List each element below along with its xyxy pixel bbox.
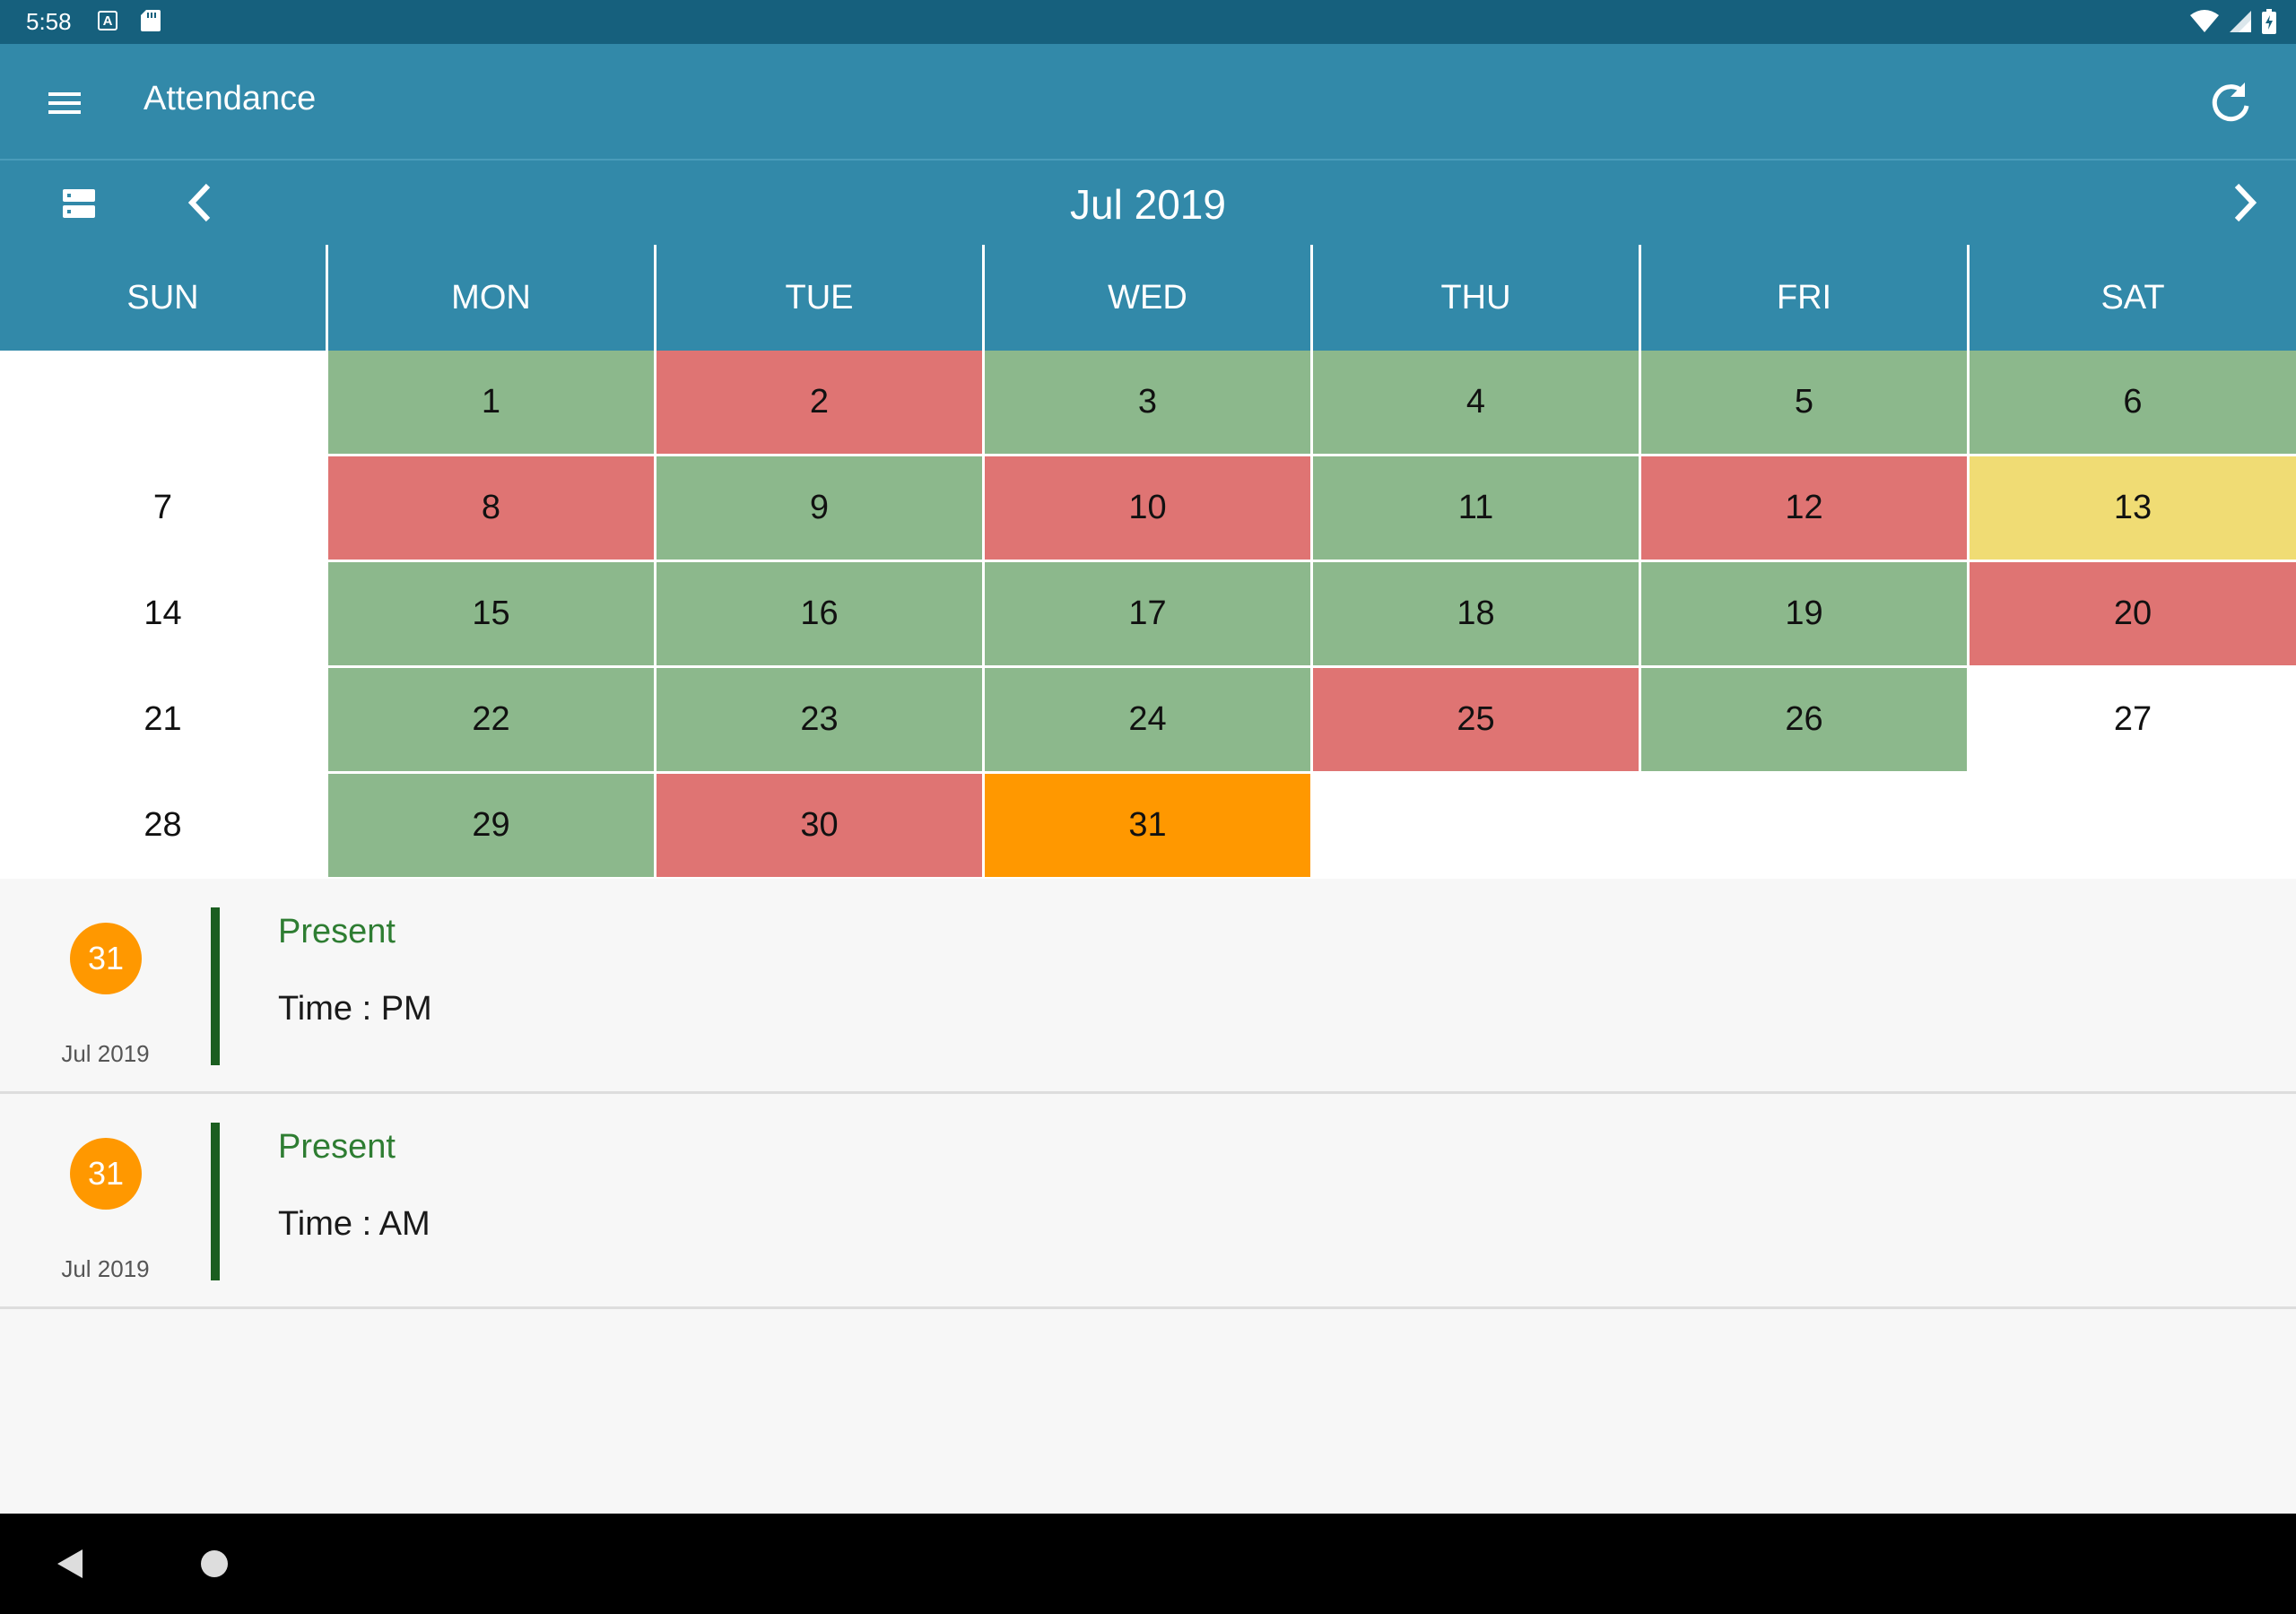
wifi-icon [2190, 10, 2219, 32]
weekday-thu: THU [1313, 245, 1639, 351]
calendar-day-29[interactable]: 29 [328, 774, 654, 877]
calendar-day-22[interactable]: 22 [328, 668, 654, 771]
home-icon[interactable] [201, 1550, 228, 1577]
calendar-day-7[interactable]: 7 [0, 456, 326, 560]
calendar-day-2[interactable]: 2 [657, 351, 982, 454]
status-bar: 5:58 A [0, 0, 2296, 44]
signal-icon [2230, 11, 2251, 32]
calendar-day-1[interactable]: 1 [328, 351, 654, 454]
date-badge: 31 [70, 923, 142, 994]
calendar-day-12[interactable]: 12 [1641, 456, 1967, 560]
sd-card-icon [141, 10, 161, 31]
calendar-day-21[interactable]: 21 [0, 668, 326, 771]
record-time: Time : PM [278, 990, 432, 1028]
calendar-grid: 1 2 3 4 5 6 7 8 9 10 11 12 13 14 15 16 17 18 19 20 21 22 23 24 2… [0, 351, 2296, 879]
attendance-record[interactable]: 31 Jul 2019 Present Time : AM [0, 1094, 2296, 1309]
calendar-day-8[interactable]: 8 [328, 456, 654, 560]
record-status: Present [278, 1128, 396, 1166]
month-navigation: Jul 2019 [0, 159, 2296, 245]
refresh-icon[interactable] [2205, 77, 2256, 127]
weekday-tue: TUE [657, 245, 982, 351]
calendar-day-20[interactable]: 20 [1970, 562, 2296, 665]
calendar-empty-cell [0, 351, 326, 454]
app-bar: Attendance [0, 44, 2296, 159]
weekday-header: SUN MON TUE WED THU FRI SAT [0, 245, 2296, 351]
accessibility-a-icon: A [98, 11, 117, 30]
record-month: Jul 2019 [61, 1040, 150, 1067]
back-icon[interactable] [54, 1548, 86, 1580]
previous-month-icon[interactable] [179, 180, 222, 225]
status-indicators [2190, 9, 2276, 34]
calendar-day-15[interactable]: 15 [328, 562, 654, 665]
date-badge: 31 [70, 1138, 142, 1210]
calendar-day-4[interactable]: 4 [1313, 351, 1639, 454]
calendar-day-31[interactable]: 31 [985, 774, 1310, 877]
calendar-day-6[interactable]: 6 [1970, 351, 2296, 454]
attendance-record[interactable]: 31 Jul 2019 Present Time : PM [0, 879, 2296, 1094]
calendar-day-30[interactable]: 30 [657, 774, 982, 877]
month-title: Jul 2019 [1070, 181, 1226, 228]
calendar-day-25[interactable]: 25 [1313, 668, 1639, 771]
calendar-day-26[interactable]: 26 [1641, 668, 1967, 771]
calendar-empty-cell [1313, 774, 1639, 877]
calendar-day-5[interactable]: 5 [1641, 351, 1967, 454]
calendar-day-11[interactable]: 11 [1313, 456, 1639, 560]
calendar-empty-cell [1641, 774, 1967, 877]
view-toggle-icon[interactable] [61, 186, 97, 221]
system-navigation-bar [0, 1514, 2296, 1614]
record-status: Present [278, 913, 396, 950]
calendar-day-9[interactable]: 9 [657, 456, 982, 560]
calendar-day-14[interactable]: 14 [0, 562, 326, 665]
calendar-day-13[interactable]: 13 [1970, 456, 2296, 560]
calendar-day-16[interactable]: 16 [657, 562, 982, 665]
attendance-list: 31 Jul 2019 Present Time : PM 31 Jul 201… [0, 879, 2296, 1514]
record-time: Time : AM [278, 1205, 430, 1243]
status-indicator-bar [211, 1123, 220, 1280]
record-month: Jul 2019 [61, 1255, 150, 1282]
calendar-day-27[interactable]: 27 [1970, 668, 2296, 771]
calendar-day-3[interactable]: 3 [985, 351, 1310, 454]
weekday-mon: MON [328, 245, 654, 351]
calendar-empty-cell [1970, 774, 2296, 877]
status-time: 5:58 [26, 8, 72, 35]
calendar-day-28[interactable]: 28 [0, 774, 326, 877]
menu-icon[interactable] [45, 85, 84, 121]
calendar-day-19[interactable]: 19 [1641, 562, 1967, 665]
status-indicator-bar [211, 907, 220, 1065]
page-title: Attendance [144, 80, 317, 117]
weekday-wed: WED [985, 245, 1310, 351]
calendar-day-17[interactable]: 17 [985, 562, 1310, 665]
calendar-day-24[interactable]: 24 [985, 668, 1310, 771]
calendar-day-18[interactable]: 18 [1313, 562, 1639, 665]
calendar-day-10[interactable]: 10 [985, 456, 1310, 560]
next-month-icon[interactable] [2222, 180, 2266, 225]
weekday-sun: SUN [0, 245, 326, 351]
weekday-fri: FRI [1641, 245, 1967, 351]
weekday-sat: SAT [1970, 245, 2296, 351]
battery-icon [2262, 9, 2276, 34]
calendar-day-23[interactable]: 23 [657, 668, 982, 771]
